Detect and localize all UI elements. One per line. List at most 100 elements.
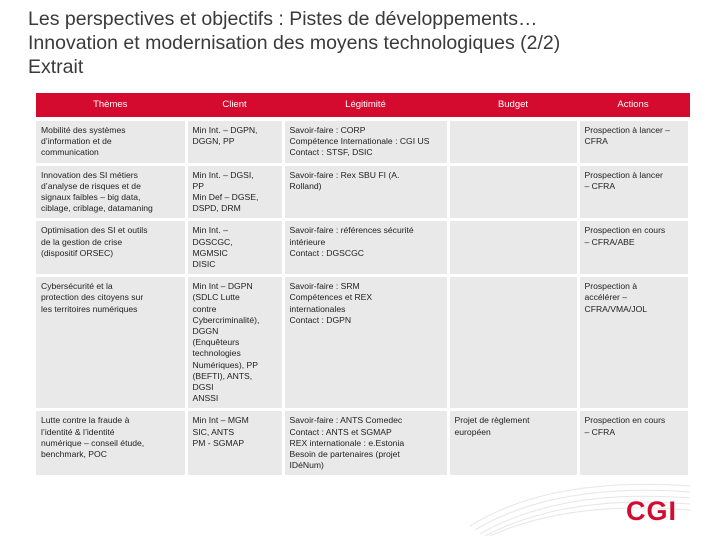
cell-text: Savoir-faire : Rex SBU FI (A. [289, 169, 400, 180]
cell-legitimite: Savoir-faire : CORP Compétence Internatio… [283, 119, 450, 166]
cell-text: PM - SGMAP [192, 437, 245, 448]
cell-text: Besoin de partenaires (projet [289, 449, 400, 460]
cell-text: Prospection en cours [584, 225, 666, 236]
cell-actions: Prospection en cours – CFRA [578, 409, 688, 479]
cell-text: Compétence Internationale : CGI US [289, 136, 430, 147]
title-line-2: Innovation et modernisation des moyens t… [28, 32, 561, 54]
cell-client: Min Int. – DGSCGC, MGMSIC DISIC [186, 219, 285, 278]
cell-text: Min Def – DGSE, [192, 192, 259, 203]
cell-text: numérique – conseil étude, [41, 437, 145, 448]
logo-text: CGI [626, 496, 678, 526]
cell-text: Compétences et REX [289, 292, 373, 303]
cell-text: Contact : STSF, DSIC [289, 147, 373, 158]
table-body: Mobilité des systèmes d’information et de… [36, 119, 688, 479]
cell-legitimite: Savoir-faire : SRM Compétences et REX inte… [283, 275, 450, 412]
title-line-3: Extrait [28, 56, 84, 78]
cgi-logo: CGI [626, 496, 688, 526]
cell-text: DGGN, PP [192, 136, 235, 147]
cell-client: Min Int – DGPN (SDLC Lutte contre Cybercrim… [186, 275, 285, 412]
cell-text: (dispositif ORSEC) [41, 247, 114, 258]
cell-text: protection des citoyens sur [41, 292, 144, 303]
cell-text: Prospection en cours [584, 415, 666, 426]
cell-text: Prospection à lancer – [584, 125, 671, 135]
cell-text: de la gestion de crise [41, 236, 123, 247]
cell-text: REX internationale : e.Estonia [289, 437, 405, 448]
cell-budget [448, 219, 580, 278]
cell-text: technologies [192, 348, 241, 359]
cell-text: Prospection à [584, 281, 638, 292]
cell-text: intérieure [289, 236, 326, 247]
cell-legitimite: Savoir-faire : Rex SBU FI (A. Rolland) [283, 164, 450, 222]
cell-text: DSPD, DRM [192, 203, 241, 214]
cell-text: benchmark, POC [41, 449, 107, 460]
cell-actions: Prospection en cours – CFRA/ABE [578, 219, 688, 278]
cell-text: communication [41, 147, 99, 158]
cell-text: DGGN [192, 326, 219, 337]
cell-text: Savoir-faire : SRM [289, 281, 360, 292]
header-actions: Actions [578, 93, 690, 121]
cell-client: Min Int – MGM SIC, ANTS PM - SGMAP [186, 409, 285, 479]
cell-theme: Lutte contre la fraude à l’identité & l’i… [36, 409, 188, 479]
cell-text: PP [192, 180, 204, 191]
cell-text: ciblage, criblage, datamaning [41, 203, 153, 214]
cell-budget [448, 119, 580, 166]
cell-text: Cybersécurité et la [41, 281, 113, 292]
cell-text: Contact : ANTS et SGMAP [289, 426, 392, 437]
table-row: Mobilité des systèmes d’information et de… [36, 119, 688, 166]
cell-budget: Projet de règlement européen [448, 409, 580, 479]
cell-text: Contact : DGSCGC [289, 247, 365, 258]
cell-text: SIC, ANTS [192, 426, 235, 437]
cell-text: internationales [289, 303, 346, 314]
slide-title: Les perspectives et objectifs : Pistes d… [28, 7, 708, 79]
cell-text: Min Int – MGM [192, 415, 249, 426]
cell-text: signaux faibles – big data, [41, 192, 141, 203]
cell-text: les territoires numériques [41, 303, 138, 314]
table-row: Cybersécurité et la protection des citoye… [36, 275, 688, 412]
header-client: Client [186, 93, 285, 121]
cell-text: Lutte contre la fraude à [41, 415, 130, 426]
cell-text: Contact : DGPN [289, 314, 352, 325]
header-themes: Thèmes [36, 93, 188, 121]
table-row: Lutte contre la fraude à l’identité & l’i… [36, 409, 688, 479]
cell-text: Mobilité des systèmes [41, 125, 126, 135]
cell-actions: Prospection à lancer – CFRA [578, 164, 688, 222]
cell-text: ANSSI [192, 393, 219, 404]
cell-text: MGMSIC [192, 247, 228, 258]
table-row: Optimisation des SI et outils de la gesti… [36, 219, 688, 278]
cell-text: – CFRA/ABE [584, 236, 635, 247]
cell-text: (Enquêteurs [192, 337, 240, 348]
cell-text: Projet de règlement [454, 415, 530, 426]
cell-theme: Cybersécurité et la protection des citoye… [36, 275, 188, 412]
cell-text: – CFRA [584, 426, 616, 437]
cell-text: Numériques), PP [192, 359, 258, 370]
cell-text: européen [454, 426, 491, 437]
cell-text: accélérer – [584, 292, 628, 303]
cell-text: Min Int. – DGSI, [192, 169, 254, 180]
decorative-swirl [470, 483, 690, 536]
cell-text: DGSCGC, [192, 236, 233, 247]
table-row: Innovation des SI métiers d’analyse de ri… [36, 164, 688, 222]
cell-text: Savoir-faire : CORP [289, 125, 366, 135]
cell-text: DISIC [192, 259, 216, 270]
cell-text: Rolland) [289, 180, 322, 191]
cell-text: contre [192, 303, 217, 314]
cell-text: (BEFTI), ANTS, [192, 370, 253, 381]
cell-actions: Prospection à lancer – CFRA [578, 119, 688, 166]
cell-text: IDéNum) [289, 460, 324, 471]
cell-theme: Optimisation des SI et outils de la gesti… [36, 219, 188, 278]
cell-text: Prospection à lancer [584, 169, 663, 180]
cell-budget [448, 164, 580, 222]
table-header-row: Thèmes Client Légitimité Budget Actions [36, 93, 690, 121]
cell-text: CFRA [584, 136, 608, 147]
cell-legitimite: Savoir-faire : références sécurité intéri… [283, 219, 450, 278]
cell-client: Min Int. – DGSI, PP Min Def – DGSE, DSPD, D… [186, 164, 285, 222]
cell-text: Savoir-faire : ANTS Comedec [289, 415, 403, 426]
header-budget: Budget [448, 93, 580, 121]
cell-text: Optimisation des SI et outils [41, 225, 148, 236]
cell-client: Min Int. – DGPN, DGGN, PP [186, 119, 285, 166]
cell-actions: Prospection à accélérer – CFRA/VMA/JOL [578, 275, 688, 412]
cell-text: l’identité & l’identité [41, 426, 115, 437]
cell-theme: Innovation des SI métiers d’analyse de ri… [36, 164, 188, 222]
cell-text: Cybercriminalité), [192, 314, 260, 325]
cell-text: Min Int. – [192, 225, 228, 236]
